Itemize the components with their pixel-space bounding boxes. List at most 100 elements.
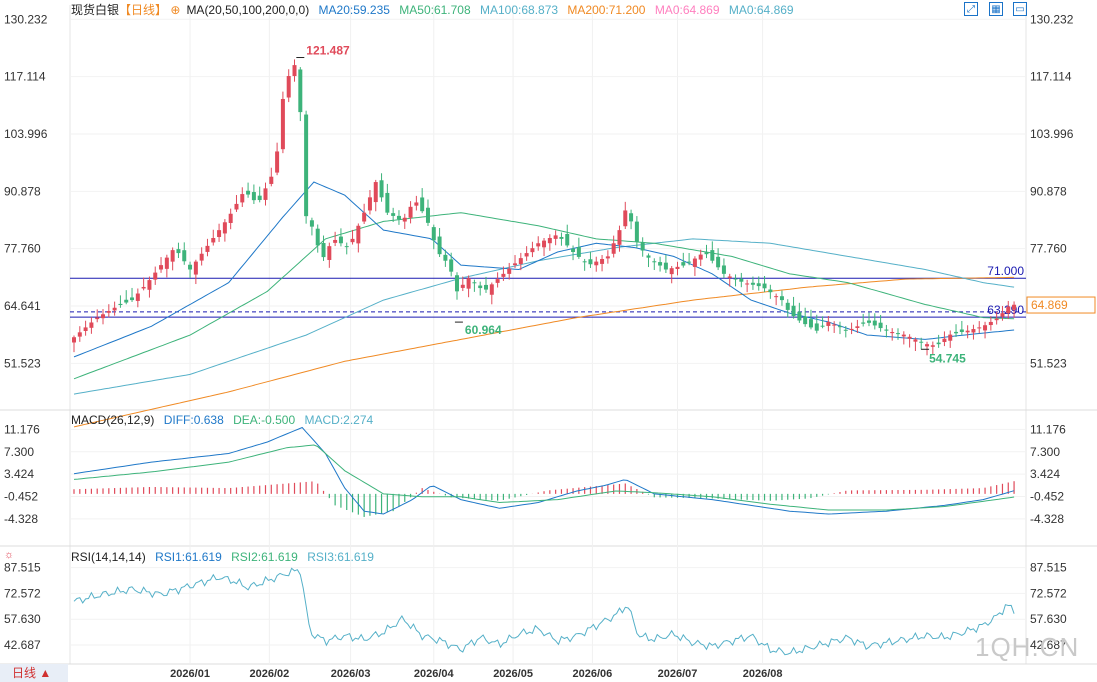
candle-body	[124, 300, 128, 303]
candle-body	[913, 339, 917, 341]
candle-body	[780, 296, 784, 300]
candle-body	[768, 290, 772, 293]
expand-icon[interactable]: ⤢	[964, 2, 978, 16]
candle-body	[942, 339, 946, 342]
candle-body	[263, 188, 267, 200]
candle-body	[188, 265, 192, 270]
ma100-line	[74, 239, 1014, 394]
y-tick-label-left: 7.300	[4, 445, 34, 459]
candle-body	[490, 284, 494, 294]
candle-body	[571, 249, 575, 252]
candle-body	[501, 274, 505, 277]
candle-body	[159, 265, 163, 269]
candle-body	[246, 191, 250, 195]
candle-body	[438, 237, 442, 255]
candle-body	[496, 279, 500, 283]
candle-body	[995, 319, 999, 321]
candle-body	[519, 258, 523, 264]
rsi-label: RSI(14,14,14)	[71, 550, 146, 564]
candle-body	[559, 237, 563, 239]
rsi3-value: RSI3:61.619	[307, 550, 374, 564]
y-tick-label-left: 77.760	[4, 242, 41, 256]
reference-line-label: 71.000	[987, 264, 1024, 278]
candle-body	[757, 283, 761, 286]
y-tick-label-left: 130.232	[4, 12, 48, 26]
y-tick-label-left: 64.641	[4, 299, 41, 313]
candle-body	[403, 218, 407, 222]
candle-body	[1000, 313, 1004, 316]
y-tick-label-right: 72.572	[1030, 586, 1067, 600]
candle-body	[391, 213, 395, 216]
candle-body	[693, 259, 697, 267]
candle-body	[258, 196, 262, 200]
candle-body	[890, 332, 894, 333]
candle-body	[478, 286, 482, 289]
y-tick-label-right: 87.515	[1030, 561, 1067, 575]
candle-body	[101, 314, 105, 318]
candle-body	[902, 335, 906, 337]
candle-body	[821, 326, 825, 327]
candle-body	[629, 213, 633, 221]
candle-body	[646, 255, 650, 257]
candle-body	[809, 319, 813, 327]
rsi-header: RSI(14,14,14) RSI1:61.619 RSI2:61.619 RS…	[71, 550, 380, 564]
candle-body	[826, 322, 830, 326]
candle-body	[792, 306, 796, 316]
ma20-line	[74, 182, 1014, 357]
candle-body	[728, 276, 732, 277]
ma50-value: MA50:61.708	[399, 3, 470, 17]
ma-label: MA(20,50,100,200,0,0)	[186, 3, 309, 17]
candle-body	[362, 213, 366, 222]
candle-body	[925, 344, 929, 346]
ma50-line	[74, 213, 1014, 379]
y-tick-label-right: 103.996	[1030, 127, 1074, 141]
candle-body	[78, 332, 82, 336]
macd-header: MACD(26,12,9) DIFF:0.638 DEA:-0.500 MACD…	[71, 413, 379, 427]
candle-body	[142, 287, 146, 289]
candle-body	[774, 296, 778, 297]
candle-body	[855, 326, 859, 328]
y-tick-label-right: 7.300	[1030, 445, 1060, 459]
candle-body	[530, 248, 534, 252]
chart-marks: 2026/01 2026/02 2026/03 2026/04 2026/05 2026/…	[4, 12, 1095, 680]
x-tick-label: 2026/02	[249, 668, 289, 680]
candle-body	[426, 208, 430, 223]
y-tick-label-right: 3.424	[1030, 467, 1060, 481]
candle-body	[1006, 307, 1010, 314]
period-tab[interactable]: 日线 ▲	[0, 664, 68, 682]
y-tick-label-left: 51.523	[4, 356, 41, 370]
candle-body	[287, 76, 291, 97]
grid-icon[interactable]: ▦	[989, 2, 1003, 16]
sun-icon[interactable]: ☼	[4, 548, 14, 562]
candle-body	[705, 252, 709, 254]
candle-body	[449, 259, 453, 271]
candle-body	[368, 197, 372, 210]
candle-body	[200, 254, 204, 261]
candle-body	[635, 222, 639, 242]
ma100-value: MA100:68.873	[480, 3, 558, 17]
candle-body	[293, 65, 297, 76]
candle-body	[397, 216, 401, 219]
candle-body	[565, 234, 569, 245]
candle-body	[873, 321, 877, 326]
ma0-value-2: MA0:64.869	[729, 3, 794, 17]
y-tick-label-left: -4.328	[4, 512, 38, 526]
candle-body	[763, 284, 767, 289]
candle-body	[467, 278, 471, 288]
price-header: 现货白银【日线】 ⊕ MA(20,50,100,200,0,0) MA20:59.…	[71, 3, 800, 17]
window-icon[interactable]: ▭	[1013, 2, 1027, 16]
candle-body	[409, 207, 413, 218]
candle-body	[356, 226, 360, 244]
candle-body	[670, 268, 674, 274]
y-tick-label-left: 117.114	[4, 70, 46, 84]
settings-icon[interactable]: ⊕	[170, 3, 180, 17]
y-tick-label-right: 130.232	[1030, 12, 1074, 26]
candle-body	[583, 261, 587, 262]
candle-body	[345, 246, 349, 247]
candle-body	[786, 303, 790, 310]
candle-body	[739, 279, 743, 282]
y-tick-label-right: -0.452	[1030, 489, 1064, 503]
candle-body	[675, 267, 679, 269]
candle-body	[832, 325, 836, 326]
